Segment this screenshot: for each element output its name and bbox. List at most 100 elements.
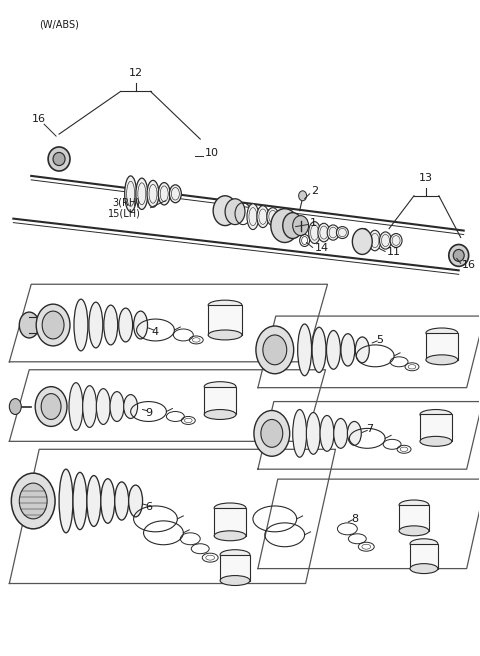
Ellipse shape [277,210,288,224]
Ellipse shape [41,394,61,419]
Ellipse shape [271,209,299,243]
Text: 4: 4 [152,327,159,337]
Ellipse shape [104,305,118,345]
Text: 10: 10 [205,148,219,158]
Ellipse shape [420,409,452,419]
Ellipse shape [312,327,326,373]
Ellipse shape [293,216,309,236]
Text: 12: 12 [129,68,143,79]
Ellipse shape [309,222,321,243]
Ellipse shape [326,331,340,369]
Ellipse shape [426,328,458,338]
Ellipse shape [355,337,369,363]
Text: 3(RH): 3(RH) [113,197,141,208]
Ellipse shape [147,180,159,207]
Ellipse shape [87,476,101,527]
Ellipse shape [89,302,103,348]
Ellipse shape [9,399,21,415]
Ellipse shape [19,483,47,519]
Ellipse shape [74,299,88,351]
Ellipse shape [283,213,302,239]
Ellipse shape [449,245,468,266]
Ellipse shape [110,392,124,421]
Text: 5: 5 [376,335,383,345]
Ellipse shape [158,182,170,205]
Ellipse shape [348,421,361,445]
Text: 14: 14 [314,243,329,253]
Ellipse shape [204,382,236,392]
Ellipse shape [399,500,429,510]
Text: 2: 2 [312,186,319,195]
Ellipse shape [124,395,138,419]
Ellipse shape [256,326,294,374]
Ellipse shape [35,386,67,426]
Bar [410,544,438,569]
Ellipse shape [380,232,392,249]
Text: 16: 16 [32,114,46,124]
Ellipse shape [208,330,242,340]
Ellipse shape [213,195,237,226]
Ellipse shape [369,230,381,251]
Text: 7: 7 [366,424,373,434]
Ellipse shape [73,472,87,529]
Ellipse shape [247,204,259,230]
Ellipse shape [299,191,307,201]
Ellipse shape [129,485,143,517]
Bar [399,505,429,531]
Ellipse shape [410,539,438,548]
Ellipse shape [69,382,83,430]
Text: 6: 6 [145,502,152,512]
Ellipse shape [420,436,452,446]
Ellipse shape [220,575,250,586]
Ellipse shape [410,564,438,573]
Ellipse shape [125,176,137,212]
Ellipse shape [267,208,279,226]
Text: 1: 1 [310,218,317,228]
Ellipse shape [306,413,320,454]
Ellipse shape [36,304,70,346]
Ellipse shape [327,225,339,240]
Ellipse shape [320,415,334,451]
Text: 8: 8 [351,514,358,524]
Ellipse shape [220,550,250,560]
Ellipse shape [83,386,96,428]
Ellipse shape [208,300,242,310]
Ellipse shape [426,355,458,365]
Ellipse shape [261,419,283,447]
Ellipse shape [19,312,39,338]
Ellipse shape [214,531,246,541]
Ellipse shape [336,226,348,239]
Text: 16: 16 [462,260,476,270]
Text: 11: 11 [387,247,401,257]
Ellipse shape [318,223,330,242]
Ellipse shape [254,411,290,457]
Ellipse shape [101,479,115,523]
Ellipse shape [12,473,55,529]
Ellipse shape [453,249,464,261]
Bar [420,415,452,441]
Bar [204,386,236,415]
Bar [426,333,458,359]
Text: 9: 9 [145,407,152,417]
Ellipse shape [341,334,355,366]
Text: 13: 13 [419,173,433,183]
Ellipse shape [115,482,129,520]
Ellipse shape [42,311,64,339]
Ellipse shape [298,324,312,376]
Ellipse shape [133,311,147,339]
Ellipse shape [334,419,348,448]
Bar [208,305,242,335]
Ellipse shape [53,152,65,165]
Ellipse shape [48,147,70,171]
Ellipse shape [257,206,269,228]
Bar [214,508,246,536]
Ellipse shape [169,185,181,203]
Ellipse shape [119,308,132,342]
Ellipse shape [390,234,402,247]
Ellipse shape [263,335,287,365]
Bar [220,555,250,581]
Text: (W/ABS): (W/ABS) [39,20,79,30]
Ellipse shape [204,409,236,419]
Ellipse shape [358,228,370,253]
Ellipse shape [96,388,110,424]
